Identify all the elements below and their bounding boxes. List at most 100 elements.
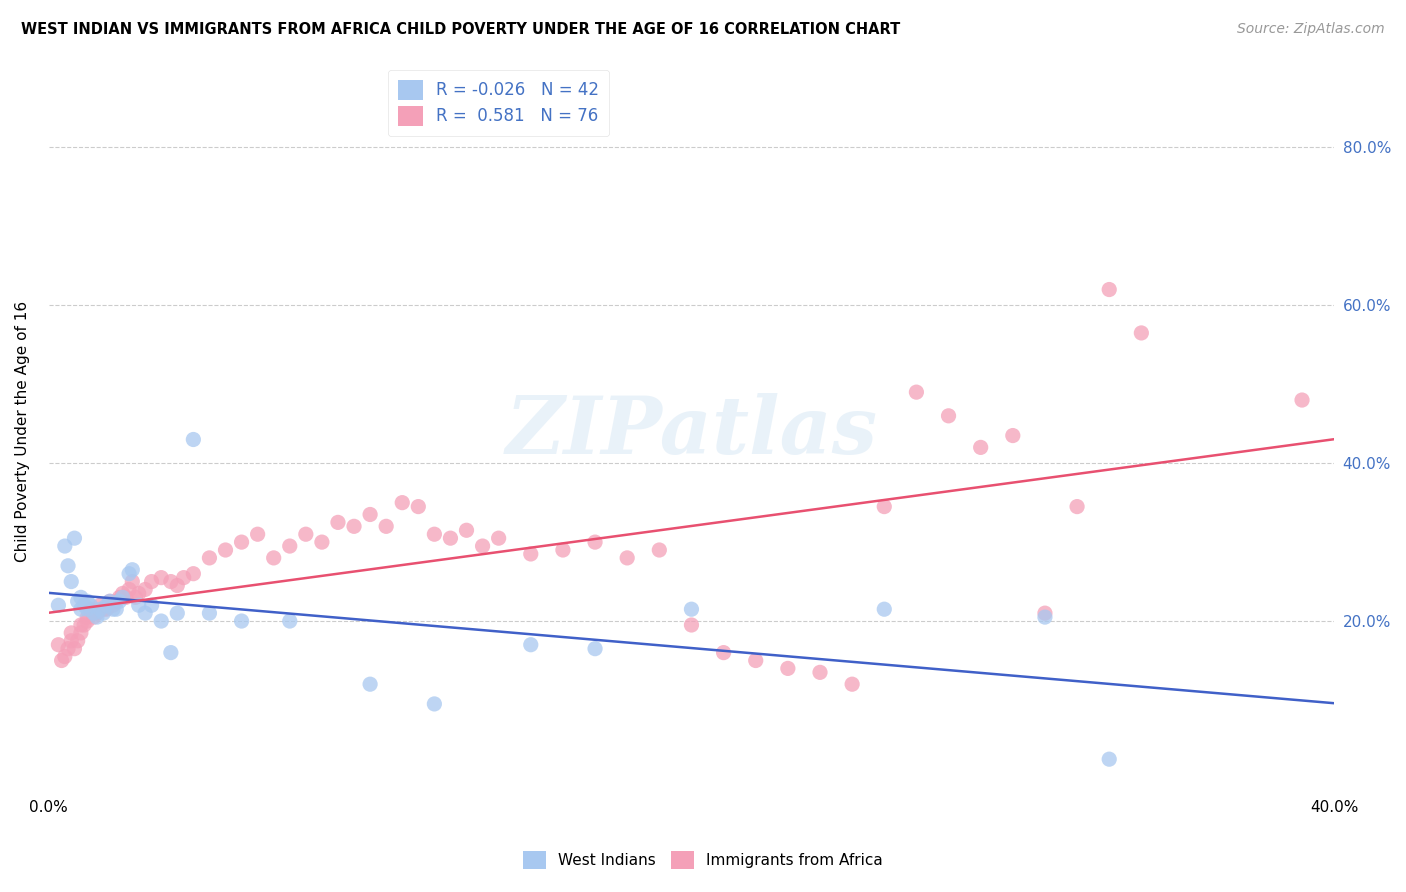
- Point: [808, 665, 831, 680]
- Point: [63, 641, 86, 656]
- Y-axis label: Child Poverty Under the Age of 16: Child Poverty Under the Age of 16: [15, 301, 30, 562]
- Point: [160, 574, 183, 589]
- Point: [408, 500, 430, 514]
- Point: [60, 626, 83, 640]
- Point: [53, 649, 76, 664]
- Point: [969, 441, 991, 455]
- Point: [56, 558, 79, 573]
- Point: [93, 602, 115, 616]
- Point: [198, 550, 221, 565]
- Point: [439, 531, 461, 545]
- Point: [681, 602, 703, 616]
- Point: [101, 602, 124, 616]
- Point: [326, 516, 349, 530]
- Point: [1130, 326, 1153, 340]
- Point: [134, 606, 156, 620]
- Point: [520, 638, 543, 652]
- Point: [214, 543, 236, 558]
- Point: [160, 646, 183, 660]
- Point: [96, 602, 118, 616]
- Point: [111, 591, 134, 605]
- Text: Source: ZipAtlas.com: Source: ZipAtlas.com: [1237, 22, 1385, 37]
- Point: [76, 610, 98, 624]
- Point: [183, 433, 205, 447]
- Point: [105, 602, 128, 616]
- Point: [311, 535, 333, 549]
- Text: WEST INDIAN VS IMMIGRANTS FROM AFRICA CHILD POVERTY UNDER THE AGE OF 16 CORRELAT: WEST INDIAN VS IMMIGRANTS FROM AFRICA CH…: [21, 22, 900, 37]
- Point: [98, 594, 121, 608]
- Point: [551, 543, 574, 558]
- Point: [295, 527, 318, 541]
- Point: [83, 606, 105, 620]
- Point: [111, 586, 134, 600]
- Point: [118, 582, 141, 597]
- Point: [150, 571, 173, 585]
- Point: [1033, 610, 1056, 624]
- Point: [141, 599, 163, 613]
- Point: [166, 606, 188, 620]
- Point: [183, 566, 205, 581]
- Point: [873, 500, 896, 514]
- Point: [1098, 283, 1121, 297]
- Point: [83, 610, 105, 624]
- Point: [375, 519, 398, 533]
- Point: [115, 591, 138, 605]
- Point: [70, 626, 93, 640]
- Point: [121, 563, 143, 577]
- Point: [66, 594, 89, 608]
- Point: [150, 614, 173, 628]
- Point: [70, 591, 93, 605]
- Point: [121, 574, 143, 589]
- Point: [520, 547, 543, 561]
- Point: [118, 566, 141, 581]
- Point: [343, 519, 366, 533]
- Point: [246, 527, 269, 541]
- Point: [198, 606, 221, 620]
- Point: [73, 618, 96, 632]
- Point: [1098, 752, 1121, 766]
- Point: [51, 653, 73, 667]
- Point: [231, 535, 253, 549]
- Point: [423, 527, 446, 541]
- Point: [776, 661, 799, 675]
- Point: [79, 599, 101, 613]
- Point: [76, 614, 98, 628]
- Point: [63, 531, 86, 545]
- Point: [359, 677, 381, 691]
- Point: [53, 539, 76, 553]
- Point: [873, 602, 896, 616]
- Point: [70, 618, 93, 632]
- Point: [128, 586, 150, 600]
- Point: [101, 599, 124, 613]
- Point: [166, 578, 188, 592]
- Point: [89, 602, 111, 616]
- Point: [134, 582, 156, 597]
- Point: [60, 574, 83, 589]
- Point: [391, 496, 413, 510]
- Point: [278, 539, 301, 553]
- Point: [48, 599, 70, 613]
- Point: [583, 535, 606, 549]
- Point: [471, 539, 494, 553]
- Point: [124, 591, 146, 605]
- Point: [141, 574, 163, 589]
- Point: [86, 606, 108, 620]
- Point: [456, 523, 478, 537]
- Legend: R = -0.026   N = 42, R =  0.581   N = 76: R = -0.026 N = 42, R = 0.581 N = 76: [388, 70, 609, 136]
- Point: [105, 594, 128, 608]
- Point: [66, 633, 89, 648]
- Point: [488, 531, 510, 545]
- Point: [278, 614, 301, 628]
- Point: [56, 641, 79, 656]
- Point: [108, 591, 131, 605]
- Point: [76, 602, 98, 616]
- Point: [423, 697, 446, 711]
- Point: [745, 653, 768, 667]
- Point: [98, 594, 121, 608]
- Point: [583, 641, 606, 656]
- Point: [841, 677, 863, 691]
- Point: [616, 550, 638, 565]
- Point: [1291, 392, 1313, 407]
- Point: [648, 543, 671, 558]
- Point: [1001, 428, 1024, 442]
